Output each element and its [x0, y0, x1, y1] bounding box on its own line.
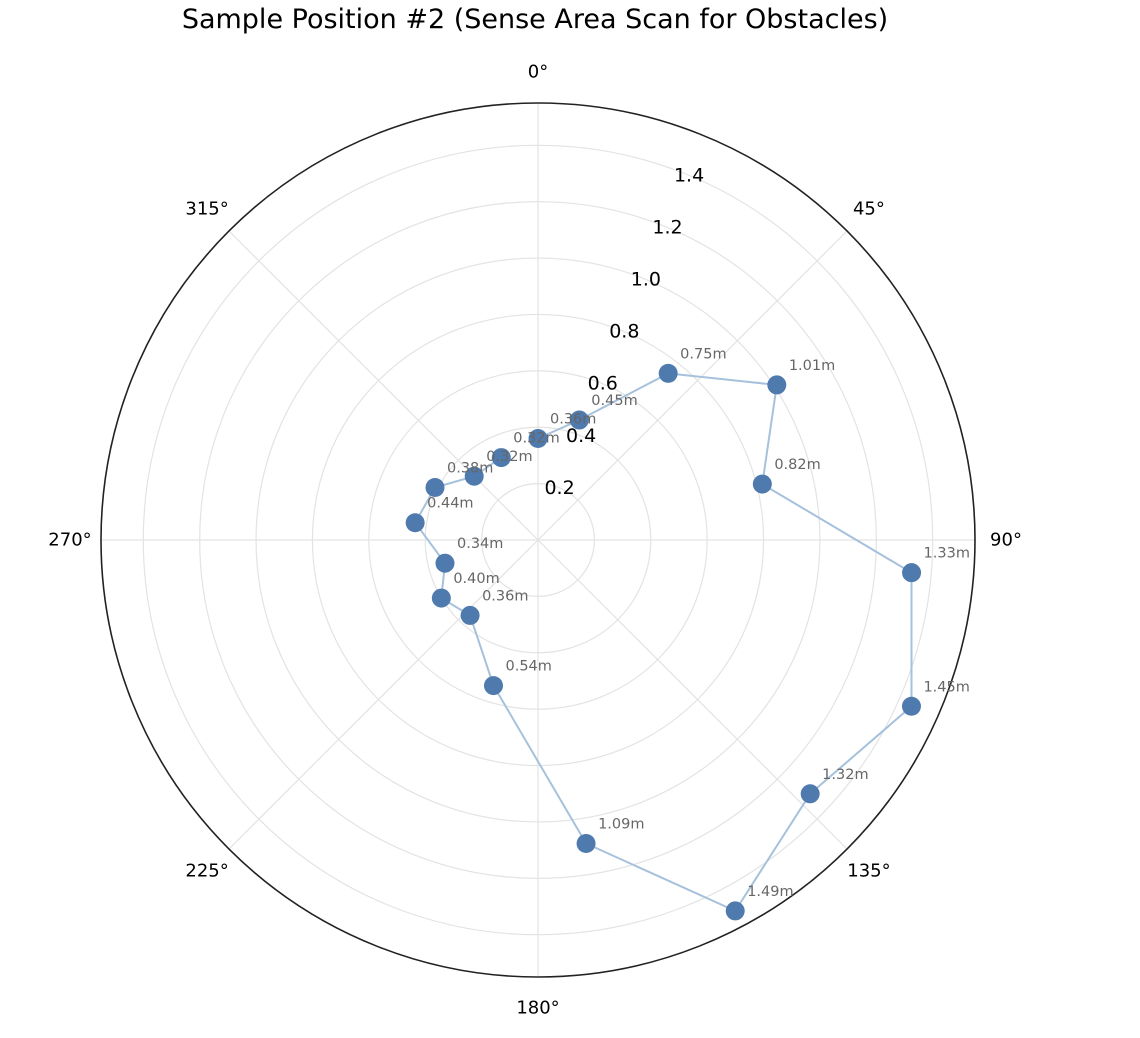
- data-point: [464, 466, 484, 486]
- data-point: [752, 474, 772, 494]
- data-label: 0.40m: [453, 571, 499, 587]
- data-label: 0.36m: [482, 588, 528, 604]
- polar-frame: [100, 102, 976, 978]
- data-point: [576, 834, 596, 854]
- data-point: [767, 375, 787, 395]
- data-label: 0.32m: [513, 431, 559, 447]
- data-label: 0.32m: [486, 449, 532, 465]
- data-point: [460, 605, 480, 625]
- data-label: 0.75m: [680, 346, 726, 362]
- theta-tick-label: 135°: [847, 860, 890, 881]
- data-point: [491, 448, 511, 468]
- r-tick-label: 1.4: [674, 164, 704, 186]
- data-label: 0.38m: [447, 461, 493, 477]
- theta-tick-label: 225°: [185, 860, 228, 881]
- theta-tick-label: 0°: [528, 61, 548, 82]
- angular-gridline: [228, 230, 539, 541]
- data-label: 0.36m: [550, 412, 596, 428]
- chart-title: Sample Position #2 (Sense Area Scan for …: [181, 4, 889, 35]
- data-point: [483, 676, 503, 696]
- data-point: [528, 429, 548, 449]
- data-point: [902, 563, 922, 583]
- r-tick-label: 0.2: [544, 477, 574, 499]
- data-point: [800, 784, 820, 804]
- r-tick-label: 0.4: [566, 425, 596, 447]
- data-label: 1.49m: [747, 884, 793, 900]
- data-point: [725, 901, 745, 921]
- data-point: [901, 696, 921, 716]
- data-label-layer: 0.36m 0.45m 0.75m 1.01m 0.82m 1.33m 1.45m 1.32m…: [427, 346, 970, 900]
- theta-tick-label: 315°: [185, 199, 228, 220]
- data-point: [431, 588, 451, 608]
- data-label: 1.32m: [822, 767, 868, 783]
- theta-tick-label: 270°: [48, 530, 91, 551]
- r-tick-label: 1.0: [631, 269, 661, 291]
- data-point: [435, 553, 455, 573]
- grid-layer: [100, 102, 976, 978]
- data-point: [569, 410, 589, 430]
- data-label: 1.45m: [923, 679, 969, 695]
- angular-gridline: [228, 539, 539, 850]
- r-tick-label: 1.2: [652, 216, 682, 238]
- axis-label-layer: 0° 45° 90° 135° 180° 225° 270° 315° 0.2 0.4 0.6 0.8…: [48, 61, 1022, 1018]
- data-point: [405, 513, 425, 533]
- theta-tick-label: 45°: [853, 199, 885, 220]
- data-point-layer: [405, 363, 922, 921]
- data-label: 1.33m: [924, 546, 970, 562]
- angular-gridline: [537, 539, 848, 850]
- data-label: 0.82m: [774, 457, 820, 473]
- data-label: 1.09m: [598, 817, 644, 833]
- data-label: 1.01m: [789, 358, 835, 374]
- data-label: 0.45m: [591, 393, 637, 409]
- r-tick-label: 0.6: [588, 373, 618, 395]
- angular-gridline: [537, 230, 848, 541]
- data-point: [658, 363, 678, 383]
- theta-tick-label: 180°: [516, 998, 559, 1019]
- data-label: 0.44m: [427, 496, 473, 512]
- data-point: [425, 478, 445, 498]
- r-tick-label: 0.8: [609, 321, 639, 343]
- data-label: 0.34m: [457, 536, 503, 552]
- data-label: 0.54m: [505, 659, 551, 675]
- theta-tick-label: 90°: [990, 530, 1022, 551]
